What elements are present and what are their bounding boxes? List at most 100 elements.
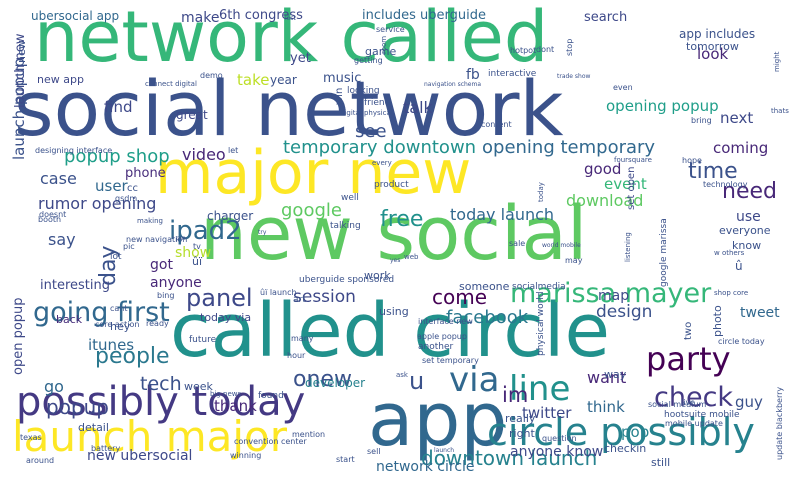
word: way (604, 368, 627, 381)
word: u (409, 367, 425, 395)
word: map (598, 288, 630, 304)
word: still (651, 456, 671, 469)
word: social network (14, 64, 564, 153)
word: socialmedia (512, 282, 566, 292)
word: tv (193, 242, 201, 251)
word: convention center (234, 437, 307, 446)
word: app includes (679, 27, 756, 41)
word: set temporary (422, 356, 479, 365)
word: free (380, 207, 424, 232)
word: mention (292, 430, 326, 439)
word: interactive (488, 69, 537, 79)
word: charger (207, 209, 254, 223)
word: interface new (418, 317, 473, 326)
word: pic (123, 242, 135, 251)
word: lot (110, 252, 122, 262)
word: really (505, 412, 536, 425)
word: new navigation (126, 235, 188, 244)
word: ipad2 (169, 216, 242, 246)
word: video (182, 145, 226, 164)
word: room (380, 35, 388, 54)
word: find (104, 98, 133, 116)
word: ûï (192, 255, 203, 268)
word: popup (46, 395, 109, 419)
word: stop (565, 38, 574, 56)
word: opening temporary (482, 137, 656, 158)
word: look (697, 45, 729, 63)
word: new ubersocial (87, 448, 193, 464)
word: line (509, 369, 571, 409)
word: battery (91, 444, 121, 453)
word: another (418, 342, 454, 352)
word: big news (210, 390, 242, 398)
word: every (372, 159, 392, 167)
word: let (228, 146, 239, 155)
word: today (537, 182, 545, 202)
word: might (773, 51, 781, 72)
word: 6th congress (219, 8, 303, 23)
word: sale (509, 239, 526, 248)
word: itunes (88, 336, 135, 354)
word: ready (146, 319, 169, 328)
word: friend (364, 98, 391, 108)
word: panel (186, 284, 253, 312)
word: need (722, 179, 777, 204)
word: tech (140, 373, 182, 395)
word: google marissa (659, 218, 669, 287)
word: service (376, 25, 405, 34)
word: designing interface (35, 146, 113, 155)
word: coming (713, 139, 769, 157)
word: anyone (150, 275, 202, 291)
word: music (323, 71, 362, 86)
word: right (509, 427, 535, 440)
word: developer (305, 376, 366, 390)
word: sell (367, 447, 381, 456)
word: well (341, 193, 359, 203)
word: tomorrow (686, 40, 739, 53)
word: trade show (557, 73, 591, 80)
word: looking (347, 86, 380, 96)
word: booth (38, 215, 62, 224)
word: gsdm (115, 194, 138, 203)
word: product (374, 180, 409, 190)
word: win (334, 87, 345, 105)
word: check (654, 382, 734, 413)
word: technology (703, 180, 748, 189)
word: foursquare (614, 156, 652, 164)
word: bing (157, 291, 175, 300)
word: û (735, 259, 743, 273)
word: someone (459, 280, 510, 293)
word: phone (125, 166, 166, 181)
word: lost (285, 15, 296, 22)
word: even (613, 83, 633, 92)
word: ask (396, 371, 408, 379)
word: listening (624, 232, 632, 262)
word: year (270, 73, 297, 87)
word: hope (682, 156, 702, 165)
word: case (40, 169, 77, 188)
word: game (365, 45, 397, 58)
word: core action (95, 320, 140, 329)
word: making (137, 217, 163, 225)
word: detail (78, 421, 109, 434)
word: hootsuite mobile (664, 410, 740, 420)
word: via (449, 360, 500, 400)
word: thank (214, 397, 257, 415)
word: circle today (718, 337, 765, 346)
word: physical world (536, 291, 546, 356)
word: thats (771, 107, 789, 115)
word: start (336, 455, 355, 464)
word: talk (403, 98, 433, 117)
word: future (189, 335, 217, 345)
word: launch major (12, 412, 287, 461)
word: google (281, 200, 342, 221)
word: going first (33, 297, 170, 328)
word: people (95, 344, 170, 369)
word: everyone (719, 224, 771, 237)
word: dont (536, 45, 555, 54)
word: open popup (11, 297, 26, 375)
word: yet (290, 51, 311, 66)
word: network called (34, 0, 549, 78)
word: see (355, 121, 387, 142)
word: winning (230, 451, 262, 460)
